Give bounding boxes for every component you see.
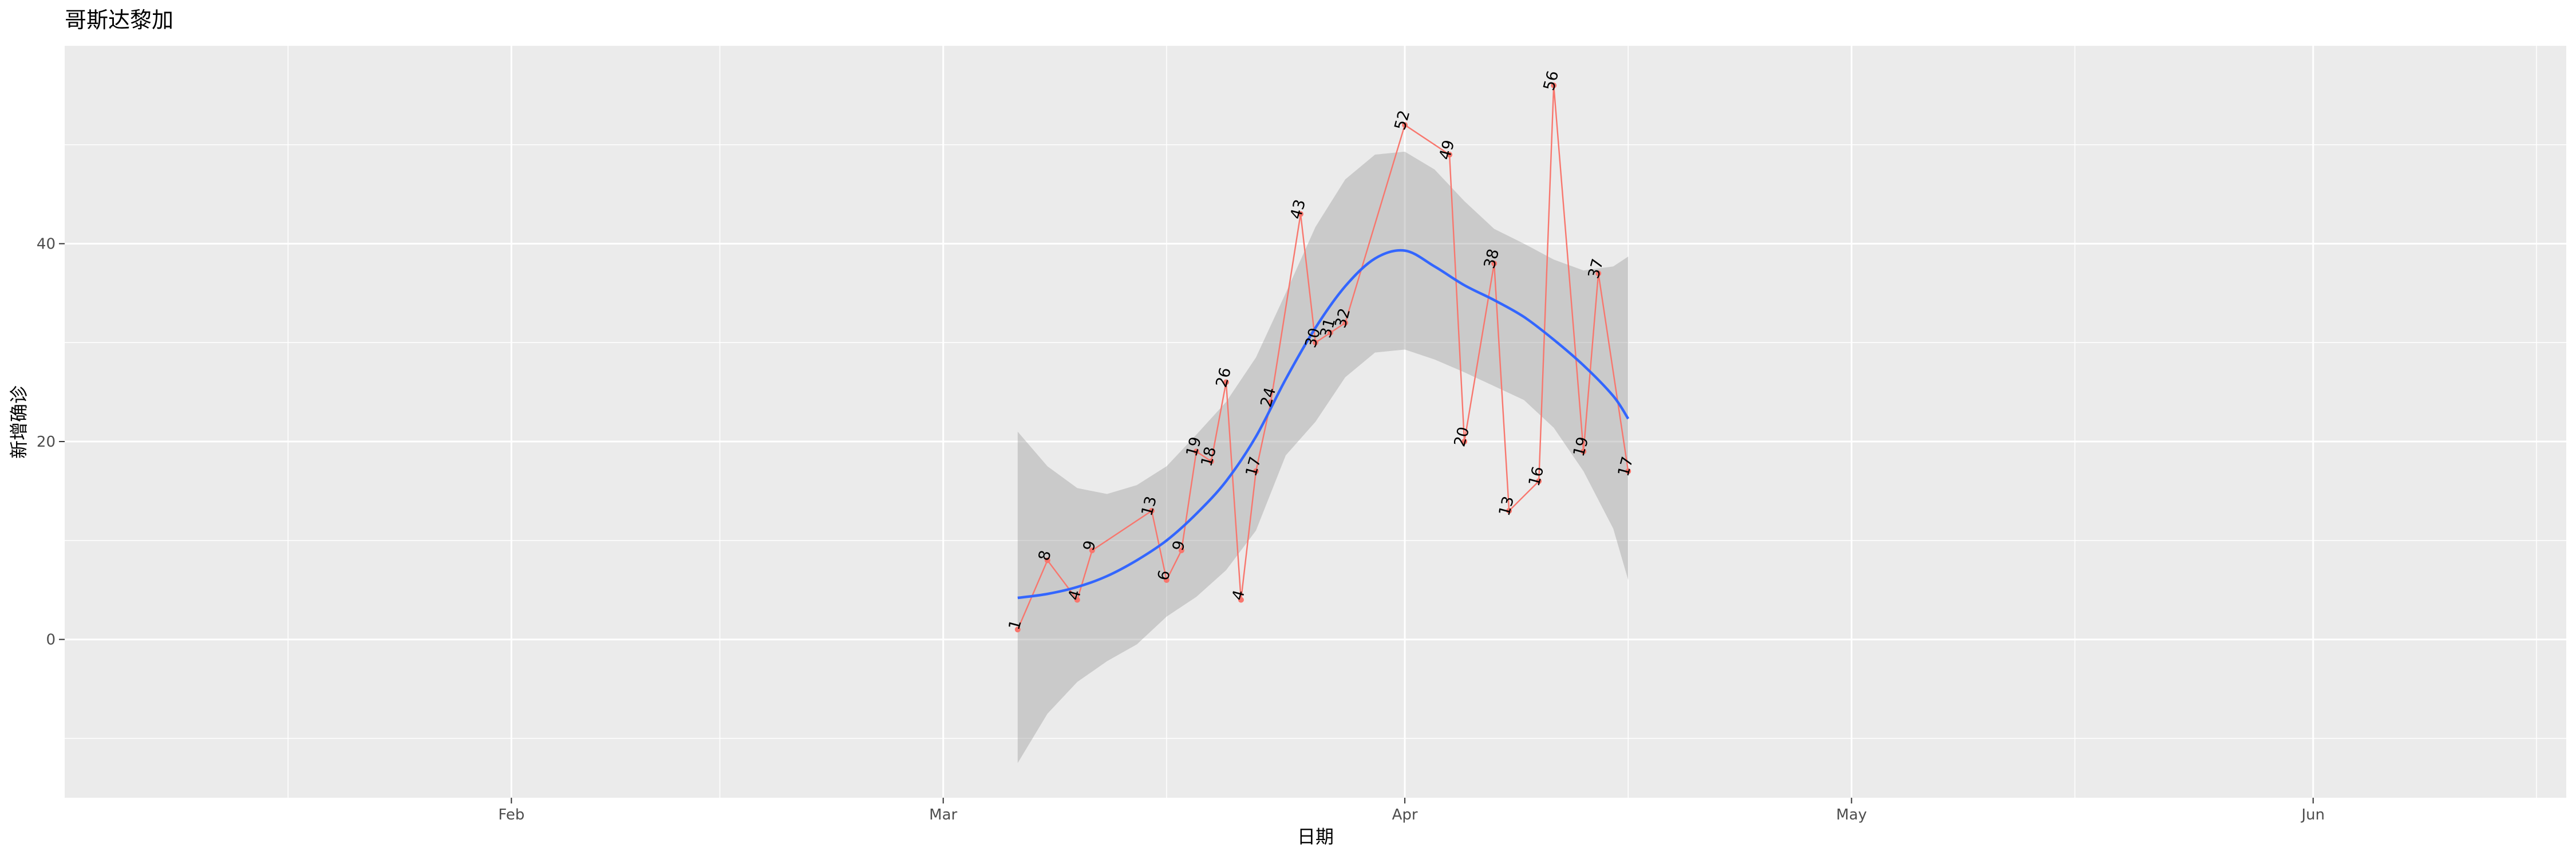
- data-point: [1074, 597, 1080, 603]
- plot-panel: [65, 46, 2566, 798]
- x-tick-label: Apr: [1392, 806, 1418, 823]
- chart-title: 哥斯达黎加: [65, 7, 173, 33]
- data-point: [1148, 507, 1155, 514]
- data-point: [1044, 557, 1050, 564]
- data-point: [1402, 122, 1408, 128]
- data-point: [1595, 270, 1602, 277]
- data-point: [1253, 468, 1259, 474]
- data-point: [1506, 507, 1512, 514]
- data-point: [1625, 468, 1631, 474]
- y-tick-label: 0: [46, 632, 56, 649]
- data-point: [1223, 379, 1229, 385]
- x-tick-labels: Feb Mar Apr May Jun: [498, 806, 2325, 823]
- x-tick-label: Jun: [2300, 806, 2325, 823]
- x-tick-label: May: [1836, 806, 1867, 823]
- data-point: [1536, 478, 1542, 484]
- x-tick-label: Feb: [498, 806, 524, 823]
- data-point: [1238, 597, 1244, 603]
- smooth-trend-line: [1017, 249, 1630, 600]
- data-point: [1014, 626, 1021, 633]
- smooth-confidence-band: [1017, 151, 1629, 763]
- data-point: [1313, 340, 1318, 346]
- data-point: [1089, 547, 1095, 554]
- grid-major: [65, 46, 2566, 798]
- data-point: [1163, 577, 1170, 583]
- data-point: [1342, 320, 1349, 326]
- data-point: [1208, 458, 1214, 464]
- y-tick-label: 20: [37, 434, 56, 451]
- data-point: [1193, 448, 1199, 455]
- data-point: [1327, 330, 1334, 336]
- y-axis-title: 新增确诊: [8, 385, 30, 459]
- x-axis-title: 日期: [1297, 826, 1334, 848]
- y-tick-labels: 0 20 40: [37, 236, 56, 649]
- data-point: [1551, 82, 1557, 89]
- data-point: [1297, 211, 1303, 217]
- data-point: [1178, 547, 1184, 554]
- grid-minor: [65, 46, 2566, 798]
- data-points: [1014, 82, 1631, 633]
- x-tick-label: Mar: [929, 806, 957, 823]
- data-point: [1581, 448, 1587, 455]
- data-point: [1461, 439, 1468, 445]
- data-point: [1447, 152, 1453, 158]
- data-point: [1491, 261, 1498, 267]
- y-tick-label: 40: [37, 236, 56, 253]
- axis-ticks: [59, 243, 2314, 803]
